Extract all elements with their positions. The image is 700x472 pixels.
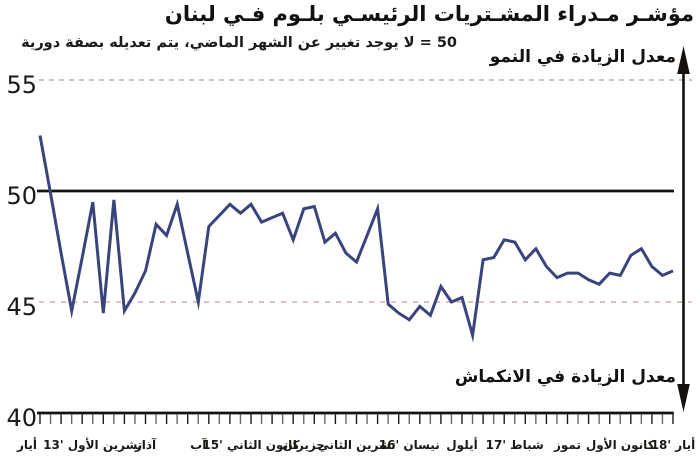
x-axis-label: كانون الثاني '15 bbox=[202, 438, 299, 453]
contraction-zone-label: معدل الزيادة في الانكماش bbox=[454, 367, 676, 387]
x-axis-label: آذار bbox=[134, 437, 157, 452]
x-axis-label: نيسان '16 bbox=[379, 438, 440, 452]
arrow-up-icon bbox=[677, 46, 690, 74]
y-axis-label-40: 40 bbox=[6, 404, 37, 432]
arrow-down-icon bbox=[677, 384, 690, 412]
x-axis-label: تموز bbox=[553, 438, 581, 453]
pmi-data-line bbox=[38, 135, 674, 343]
y-axis-label-50: 50 bbox=[6, 182, 37, 210]
x-axis-label: كانون الأول bbox=[586, 437, 655, 453]
x-axis-label: حزيران bbox=[283, 438, 325, 452]
x-axis-ticks bbox=[39, 414, 674, 424]
chart-subtitle: 50 = لا يوجد تغيير عن الشهر الماضي، يتم … bbox=[21, 35, 457, 51]
x-axis-label: آب bbox=[190, 437, 207, 452]
y-axis-label-55: 55 bbox=[6, 71, 37, 99]
x-axis-label: شباط '17 bbox=[486, 438, 544, 452]
y-axis-label-45: 45 bbox=[6, 293, 37, 321]
x-axis-label: أيار bbox=[16, 437, 37, 452]
chart-title: مؤشـر مـدراء المشـتريات الرئيسـي بلـوم ف… bbox=[164, 2, 694, 26]
trend-arrow bbox=[677, 46, 690, 412]
x-axis-label: أيار '18 bbox=[651, 437, 696, 452]
growth-zone-label: معدل الزيادة في النمو bbox=[489, 47, 676, 67]
x-axis-label: أيلول bbox=[446, 437, 477, 453]
x-axis-label: تشرين الثاني bbox=[317, 438, 395, 452]
x-axis-label: تشرين الأول '13 bbox=[43, 437, 142, 453]
